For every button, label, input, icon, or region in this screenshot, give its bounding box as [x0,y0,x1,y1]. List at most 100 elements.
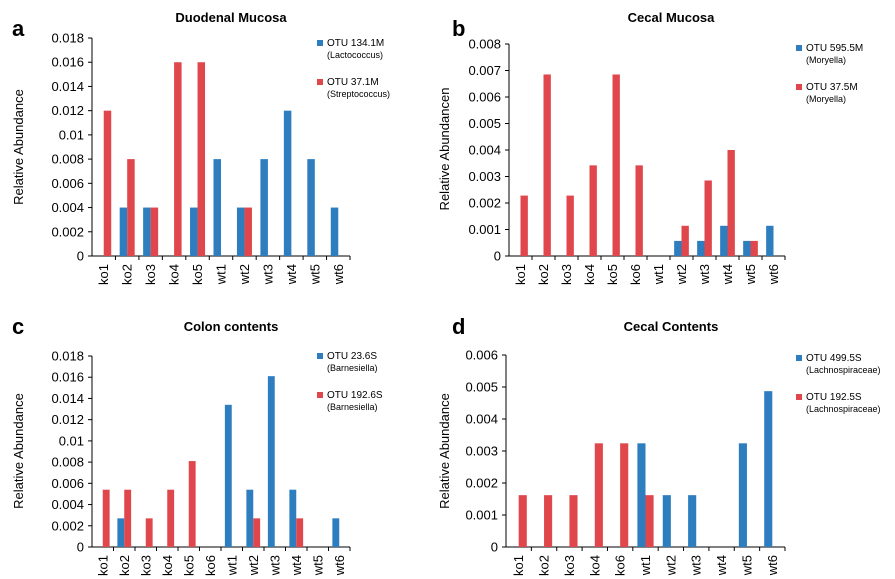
y-tick-label: 0.018 [51,349,84,364]
x-category-label: wt2 [237,264,252,285]
x-category-label: wt3 [260,264,275,285]
bar-ko3-series-2 [150,207,159,256]
x-category-label: wt5 [739,555,754,576]
x-category-label: ko2 [537,555,552,576]
x-category-label: wt2 [663,555,678,576]
bar-ko5-series-2 [188,461,196,547]
x-category-label: ko6 [203,555,218,576]
x-category-label: ko4 [587,555,602,576]
bar-ko5-series-2 [197,62,206,256]
y-tick-label: 0.008 [468,37,501,52]
y-tick-label: 0.008 [51,455,84,470]
x-category-label: ko2 [120,264,135,285]
bar-ko3-series-2 [145,518,153,547]
legend-sublabel: (Moryella) [806,94,846,104]
panel-letter: d [452,314,465,339]
x-category-label: wt6 [331,264,346,285]
bar-wt2-series-1 [236,207,245,256]
bar-ko2-series-2 [543,74,551,256]
y-tick-label: 0.004 [51,200,84,215]
bar-ko1-series-2 [103,110,112,257]
y-tick-label: 0.001 [468,222,501,237]
bar-ko2-series-1 [117,518,125,547]
bar-wt5-series-1 [738,443,747,547]
y-tick-label: 0 [494,249,501,264]
bar-wt2-series-1 [662,495,671,547]
panel-letter: b [452,16,465,41]
panel-letter: c [12,314,24,339]
bar-wt6-series-1 [764,391,773,547]
legend-sublabel: (Lachnospiraceae) [806,404,881,414]
x-category-label: ko4 [160,555,175,576]
legend-sublabel: (Lachnospiraceae) [806,365,881,375]
legend-sublabel: (Streptococcus) [327,89,390,99]
bar-ko2-series-2 [124,489,132,547]
x-category-label: ko4 [167,264,182,285]
x-category-label: wt4 [284,264,299,285]
x-category-label: wt4 [289,555,304,576]
x-category-label: ko6 [628,264,643,285]
y-axis-label: Relative Abundancen [437,88,452,211]
y-tick-label: 0.016 [51,370,84,385]
y-tick-label: 0.005 [465,380,498,395]
bar-wt2-series-2 [681,225,689,256]
x-category-label: wt4 [720,264,735,285]
x-category-label: ko3 [143,264,158,285]
y-tick-label: 0.006 [465,348,498,363]
x-category-label: wt4 [714,555,729,576]
legend-swatch [317,392,323,398]
bar-ko2-series-1 [119,207,128,256]
x-category-label: wt2 [246,555,261,576]
legend-label: OTU 37.1M [327,77,379,88]
y-tick-label: 0.001 [465,508,498,523]
x-category-label: ko2 [117,555,132,576]
x-category-label: wt6 [332,555,347,576]
bar-wt2-series-2 [244,207,252,256]
chart-panel-b: b Cecal Mucosa Relative Abundancen 0 0.001 0.… [437,10,863,285]
legend-label: OTU 499.5S [806,353,862,364]
bar-ko3-series-1 [143,207,151,256]
bar-wt4-series-2 [296,518,304,547]
bar-wt3-series-1 [697,240,705,256]
bar-ko6-series-2 [635,165,643,256]
bar-wt2-series-1 [674,240,682,256]
bar-ko2-series-2 [127,159,135,256]
legend-swatch [796,45,802,51]
x-category-label: ko6 [613,555,628,576]
bar-wt4-series-2 [727,150,735,256]
legend-swatch [796,84,802,90]
bar-wt2-series-1 [246,489,254,547]
y-axis-label: Relative Abundance [437,393,452,509]
legend-sublabel: (Barnesiella) [327,402,378,412]
x-category-label: ko3 [138,555,153,576]
legend-label: OTU 37.5M [806,82,858,93]
bar-ko5-series-1 [190,207,198,256]
y-tick-label: 0 [77,249,84,264]
y-tick-label: 0.005 [468,116,501,131]
x-category-label: ko1 [511,555,526,576]
bar-ko3-series-2 [566,195,574,256]
chart-panel-d: d Cecal Contents Relative Abundance 0 0.001 0… [437,314,881,576]
bar-wt6-series-1 [332,518,340,547]
y-tick-label: 0.002 [51,224,84,239]
x-category-label: wt1 [224,555,239,576]
y-tick-label: 0.003 [468,169,501,184]
bar-wt1-series-1 [224,404,232,547]
bar-ko4-series-2 [589,165,597,256]
y-tick-label: 0.006 [51,176,84,191]
x-category-label: ko3 [562,555,577,576]
y-tick-label: 0.002 [468,196,501,211]
chart-panel-c: c Colon contents Relative Abundance 0 0.002 0… [11,314,383,576]
y-tick-label: 0 [77,540,84,555]
legend-sublabel: (Barnesiella) [327,363,378,373]
y-tick-label: 0.01 [59,127,84,142]
bar-wt2-series-2 [253,518,261,547]
legend-sublabel: (Moryella) [806,55,846,65]
y-tick-label: 0.016 [51,55,84,70]
legend-label: OTU 192.5S [806,392,862,403]
y-tick-label: 0.002 [465,476,498,491]
y-tick-label: 0.012 [51,412,84,427]
legend-swatch [796,394,802,400]
bar-wt4-series-1 [289,489,297,547]
bar-ko4-series-2 [167,489,175,547]
